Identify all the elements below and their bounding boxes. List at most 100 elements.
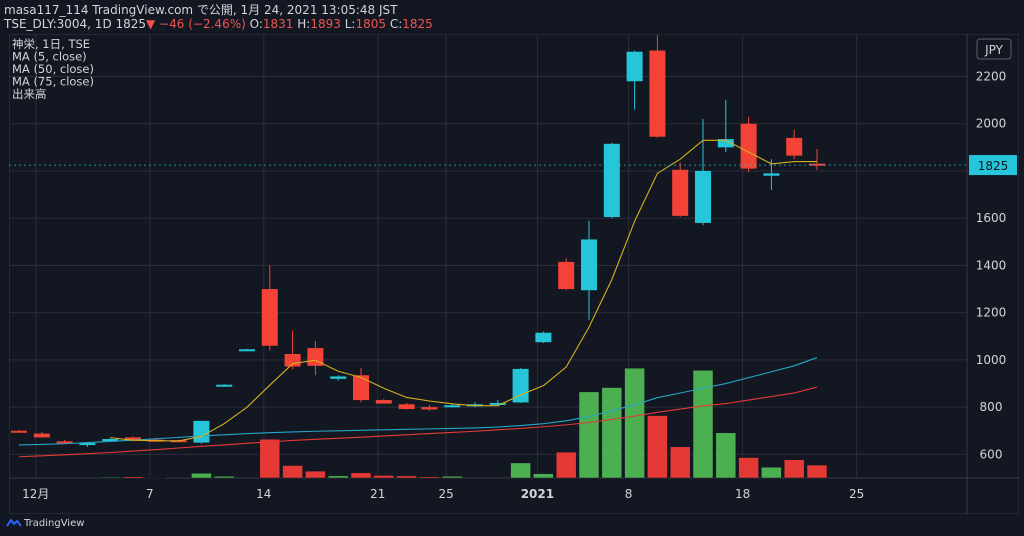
candle-body <box>353 375 369 401</box>
candle-body <box>444 405 461 408</box>
currency-label: JPY <box>984 43 1004 57</box>
candle-body <box>809 163 825 166</box>
candle-body <box>786 137 803 156</box>
y-tick-label: 2000 <box>976 117 1007 131</box>
volume-bar <box>441 476 463 479</box>
candle-body <box>672 169 689 216</box>
candle-body <box>603 143 620 218</box>
change-value: −46 (−2.46%) <box>159 17 246 31</box>
volume-bar <box>783 459 805 479</box>
high-value: 1893 <box>310 17 341 31</box>
x-tick-label: 25 <box>439 487 454 501</box>
candle-body <box>11 430 27 433</box>
candle-body <box>535 332 552 343</box>
last-price-label: 1825 <box>978 159 1009 173</box>
volume-bar <box>327 475 349 479</box>
candle-body <box>740 123 757 169</box>
close-label: C: <box>389 17 403 31</box>
legend-item: MA (50, close) <box>12 62 94 76</box>
y-tick-label: 800 <box>980 400 1003 414</box>
low-value: 1805 <box>355 17 387 31</box>
candle-body <box>330 376 347 379</box>
candle-body <box>375 400 392 404</box>
y-tick-label: 2200 <box>976 70 1007 84</box>
candle-body <box>284 354 301 367</box>
candle-body <box>261 289 278 346</box>
volume-bar <box>122 476 144 479</box>
x-tick-label: 7 <box>146 487 154 501</box>
volume-bar <box>350 472 372 479</box>
volume-bar <box>510 462 531 479</box>
chart-header: masa117_114 TradingView.com で公開, 1月 24, … <box>0 0 1024 34</box>
candle-body <box>695 170 711 223</box>
candle-body <box>56 441 73 444</box>
ma75-line <box>18 386 818 458</box>
volume-bar <box>533 473 554 479</box>
y-tick-label: 1200 <box>976 306 1007 320</box>
tradingview-logo-icon[interactable] <box>6 518 22 528</box>
volume-bar <box>191 473 212 479</box>
footer: TradingView <box>0 512 1024 536</box>
volume-bar <box>806 464 828 479</box>
symbol-info: TSE_DLY:3004, 1D 1825 <box>4 17 147 31</box>
volume-bar <box>669 446 691 479</box>
publish-info: masa117_114 TradingView.com で公開, 1月 24, … <box>4 3 398 17</box>
x-tick-label: 12月 <box>22 487 49 501</box>
legend-item: 出来高 <box>12 87 47 101</box>
ohlc-row: TSE_DLY:3004, 1D 1825▼ −46 (−2.46%) O: 18… <box>4 17 433 31</box>
candle-body <box>489 402 506 405</box>
volume-bar <box>578 391 600 479</box>
candle-body <box>193 420 210 443</box>
x-tick-label: 2021 <box>521 487 554 501</box>
volume-bar <box>213 476 235 479</box>
ma5-line <box>110 139 817 442</box>
volume-bar <box>715 432 737 479</box>
x-tick-label: 8 <box>625 487 633 501</box>
candle-body <box>558 261 575 290</box>
candle-body <box>717 139 734 148</box>
candle-body <box>102 439 119 442</box>
x-tick-label: 18 <box>735 487 750 501</box>
legend-item: MA (5, close) <box>12 50 87 64</box>
y-tick-label: 1600 <box>976 211 1007 225</box>
candle-body <box>581 239 597 291</box>
candle-body <box>125 437 141 441</box>
candle-body <box>421 407 438 410</box>
candle-body <box>763 173 780 176</box>
last-price-badge <box>969 155 1017 176</box>
candle-body <box>33 433 50 438</box>
x-tick-label: 25 <box>849 487 864 501</box>
y-tick-label: 1000 <box>976 353 1007 367</box>
candle-body <box>216 384 233 387</box>
candle-body <box>307 348 324 366</box>
volume-bar <box>419 476 440 479</box>
volume-bar <box>259 438 281 479</box>
chart-area[interactable]: 600800100012001400160018002000220012月714… <box>8 33 1020 515</box>
close-value: 1825 <box>402 17 433 31</box>
x-tick-label: 14 <box>256 487 271 501</box>
y-tick-label: 1400 <box>976 258 1007 272</box>
volume-bar <box>282 465 303 479</box>
candle-body <box>398 404 415 410</box>
volume-bar <box>99 476 121 479</box>
down-arrow-icon: ▼ <box>146 17 156 31</box>
high-label: H: <box>297 17 311 31</box>
volume-bar <box>601 387 623 479</box>
volume-bar <box>647 415 668 479</box>
volume-bar <box>692 370 714 479</box>
x-tick-label: 21 <box>370 487 385 501</box>
tradingview-logo-text[interactable]: TradingView <box>24 518 85 529</box>
candle-body <box>79 443 96 446</box>
candle-body <box>239 349 255 352</box>
volume-bar <box>396 475 417 479</box>
volume-bar <box>305 470 326 479</box>
candle-body <box>626 51 643 82</box>
price-chart[interactable]: 600800100012001400160018002000220012月714… <box>8 33 1020 515</box>
open-label: O: <box>249 17 263 31</box>
volume-bar <box>555 451 577 479</box>
legend-item: 神栄, 1日, TSE <box>12 37 90 51</box>
legend-item: MA (75, close) <box>12 75 94 89</box>
volume-bar <box>624 367 645 479</box>
low-label: L: <box>344 17 356 31</box>
ma50-line <box>18 357 818 446</box>
